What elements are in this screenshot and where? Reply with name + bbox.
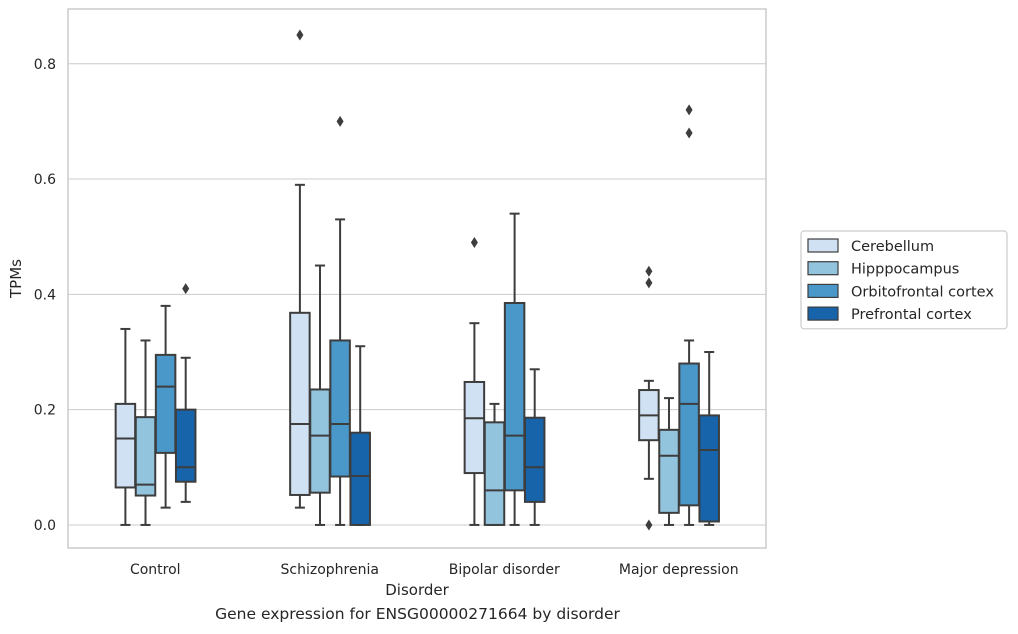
box-body — [483, 421, 506, 526]
box-body — [134, 416, 157, 497]
box-body — [154, 353, 177, 454]
box-body — [309, 388, 331, 494]
x-axis-label: Disorder — [385, 581, 449, 599]
box-body — [289, 311, 311, 496]
box-prefrontal-cortex — [174, 283, 197, 503]
box-body — [658, 428, 680, 514]
box-cerebellum — [463, 236, 486, 526]
legend-label: Prefrontal cortex — [851, 307, 972, 323]
plot-border — [67, 8, 767, 549]
legend-label: Cerebellum — [851, 239, 934, 255]
box-body — [329, 339, 351, 478]
legend-frame — [800, 230, 1008, 330]
outlier-point — [685, 127, 693, 139]
box-hipppocampus — [134, 339, 157, 526]
box-orbitofrontal-cortex — [503, 212, 526, 526]
box-body — [174, 408, 197, 483]
outlier-point — [645, 277, 653, 289]
y-tick-label: 0.6 — [34, 172, 56, 188]
box-body — [503, 302, 526, 492]
box-cerebellum — [114, 327, 137, 526]
box-body — [349, 431, 371, 526]
box-body — [698, 414, 720, 523]
y-tick-label: 0.8 — [34, 57, 56, 73]
legend-swatch — [807, 261, 839, 276]
box-prefrontal-cortex — [698, 351, 720, 526]
box-prefrontal-cortex — [349, 345, 371, 526]
legend-label: Hipppocampus — [851, 262, 959, 278]
outlier-point — [182, 283, 190, 295]
box-orbitofrontal-cortex — [329, 115, 351, 526]
y-axis-label: TPMs — [7, 259, 25, 299]
figure-caption: Gene expression for ENSG00000271664 by d… — [215, 605, 620, 623]
box-body — [678, 362, 700, 507]
x-tick-label: Bipolar disorder — [449, 562, 560, 578]
x-tick-label: Major depression — [619, 562, 739, 578]
box-prefrontal-cortex — [523, 368, 546, 526]
legend-label: Orbitofrontal cortex — [851, 284, 994, 300]
legend-swatch — [807, 306, 839, 321]
y-tick-label: 0.0 — [34, 518, 56, 534]
box-body — [463, 380, 486, 475]
box-orbitofrontal-cortex — [154, 304, 177, 509]
outlier-point — [296, 29, 304, 41]
legend-swatch — [807, 238, 839, 253]
box-body — [523, 416, 546, 503]
y-tick-label: 0.2 — [34, 403, 56, 419]
outlier-point — [685, 104, 693, 116]
y-tick-label: 0.4 — [34, 287, 56, 303]
x-tick-label: Schizophrenia — [281, 562, 379, 578]
box-body — [114, 402, 137, 489]
legend: Cerebellum Hipppocampus Orbitofrontal cort… — [800, 230, 1008, 330]
outlier-point — [470, 236, 478, 248]
outlier-point — [336, 115, 344, 127]
outlier-point — [645, 265, 653, 277]
box-cerebellum — [638, 265, 660, 531]
legend-swatch — [807, 283, 839, 298]
box-hipppocampus — [483, 402, 506, 526]
outlier-point — [645, 519, 653, 531]
x-tick-label: Control — [130, 562, 181, 578]
